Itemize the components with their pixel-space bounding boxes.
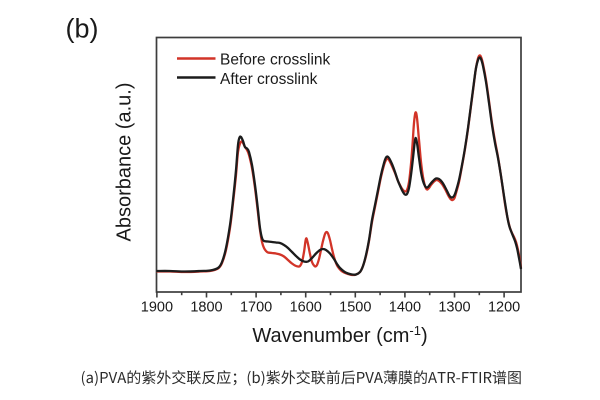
svg-text:1700: 1700 bbox=[240, 300, 272, 316]
svg-text:Absorbance (a.u.): Absorbance (a.u.) bbox=[114, 83, 136, 242]
svg-text:1500: 1500 bbox=[339, 300, 371, 316]
svg-text:1400: 1400 bbox=[389, 300, 421, 316]
svg-text:1900: 1900 bbox=[141, 300, 173, 316]
svg-text:(b): (b) bbox=[66, 14, 99, 44]
svg-text:Wavenumber (cm-1): Wavenumber (cm-1) bbox=[252, 323, 427, 347]
svg-text:1200: 1200 bbox=[488, 300, 520, 316]
svg-text:1600: 1600 bbox=[290, 300, 322, 316]
svg-text:After crosslink: After crosslink bbox=[220, 71, 318, 88]
svg-text:1300: 1300 bbox=[438, 300, 470, 316]
svg-text:1800: 1800 bbox=[190, 300, 222, 316]
svg-text:Before crosslink: Before crosslink bbox=[220, 52, 331, 69]
